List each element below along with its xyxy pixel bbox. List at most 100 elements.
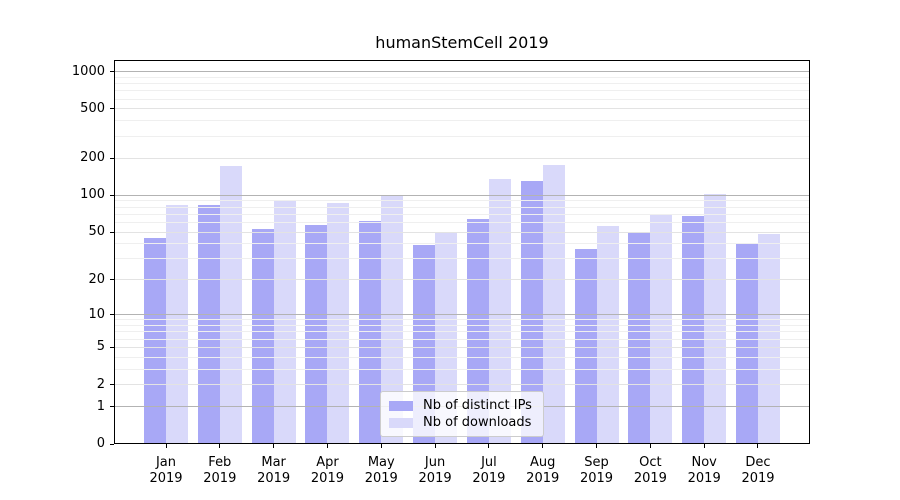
gridline-y-90 — [114, 200, 810, 202]
gridline-y-300 — [114, 135, 810, 137]
x-tick-label-jan: Jan 2019 — [149, 455, 183, 486]
gridline-y-30 — [114, 258, 810, 260]
x-tick-mark-sep — [596, 444, 598, 448]
x-tick-label-may: May 2019 — [364, 455, 398, 486]
bar-downloads-jul — [488, 178, 511, 444]
legend: Nb of distinct IPs Nb of downloads — [380, 391, 544, 437]
y-tick-label-200: 200 — [80, 150, 105, 166]
x-tick-label-aug: Aug 2019 — [526, 455, 560, 486]
gridline-y-40 — [114, 243, 810, 245]
bar-distinct-ips-jan — [144, 237, 166, 444]
x-tick-label-oct: Oct 2019 — [633, 455, 667, 486]
gridline-y-500 — [114, 108, 810, 110]
gridline-y-200 — [114, 157, 810, 159]
gridline-y-3 — [114, 368, 810, 370]
gridline-y-700 — [114, 90, 810, 92]
y-tick-label-50: 50 — [88, 224, 105, 240]
y-tick-mark-20 — [110, 279, 114, 281]
y-tick-label-1: 1 — [96, 398, 105, 414]
gridline-y-2 — [114, 384, 810, 386]
bar-downloads-oct — [650, 214, 673, 444]
x-tick-mark-jul — [488, 444, 490, 448]
x-tick-label-dec: Dec 2019 — [741, 455, 775, 486]
x-tick-label-feb: Feb 2019 — [203, 455, 237, 486]
bar-downloads-nov — [704, 193, 727, 444]
legend-label-distinct-ips: Nb of distinct IPs — [423, 398, 532, 413]
gridline-y-600 — [114, 98, 810, 100]
gridline-y-7 — [114, 331, 810, 333]
y-tick-mark-10 — [110, 314, 114, 316]
gridline-y-9 — [114, 319, 810, 321]
x-tick-mark-nov — [703, 444, 705, 448]
bar-distinct-ips-mar — [251, 228, 274, 444]
x-tick-label-jun: Jun 2019 — [418, 455, 452, 486]
gridline-y-70 — [114, 213, 810, 215]
x-tick-mark-feb — [219, 444, 221, 448]
x-tick-mark-aug — [542, 444, 544, 448]
x-tick-label-mar: Mar 2019 — [257, 455, 291, 486]
bar-distinct-ips-nov — [682, 215, 705, 444]
x-tick-mark-jan — [165, 444, 167, 448]
x-tick-mark-jun — [434, 444, 436, 448]
bar-downloads-apr — [327, 203, 350, 444]
gridline-y-80 — [114, 206, 810, 208]
y-tick-mark-5 — [110, 346, 114, 348]
y-tick-label-500: 500 — [80, 100, 105, 116]
bar-distinct-ips-dec — [735, 243, 758, 444]
x-tick-mark-oct — [649, 444, 651, 448]
x-tick-mark-apr — [326, 444, 328, 448]
gridline-y-4 — [114, 356, 810, 358]
y-tick-mark-500 — [110, 108, 114, 110]
legend-row-distinct-ips: Nb of distinct IPs — [389, 397, 532, 414]
y-tick-label-5: 5 — [96, 339, 105, 355]
gridline-y-800 — [114, 83, 810, 85]
y-tick-mark-200 — [110, 157, 114, 159]
y-tick-mark-1000 — [110, 71, 114, 73]
bar-distinct-ips-oct — [628, 232, 651, 444]
legend-swatch-downloads — [389, 417, 413, 428]
gridline-y-100 — [114, 194, 810, 196]
gridline-y-6 — [114, 338, 810, 340]
bar-distinct-ips-sep — [574, 249, 597, 444]
x-tick-label-jul: Jul 2019 — [472, 455, 506, 486]
legend-row-downloads: Nb of downloads — [389, 414, 532, 431]
y-tick-mark-2 — [110, 384, 114, 386]
gridline-y-900 — [114, 76, 810, 78]
y-tick-mark-100 — [110, 194, 114, 196]
y-tick-label-100: 100 — [80, 187, 105, 203]
gridline-y-1000 — [114, 71, 810, 73]
plot-area: 1000 500 200 100 50 20 10 5 2 1 0 Jan 2019 Feb 2019 Ma… — [72, 60, 810, 486]
gridline-y-60 — [114, 221, 810, 223]
y-tick-label-1000: 1000 — [71, 63, 105, 79]
bar-downloads-aug — [542, 164, 565, 444]
y-tick-mark-50 — [110, 231, 114, 233]
x-tick-label-nov: Nov 2019 — [687, 455, 721, 486]
gridline-y-400 — [114, 120, 810, 122]
legend-swatch-distinct-ips — [389, 400, 413, 411]
y-tick-mark-0 — [110, 443, 114, 445]
bar-downloads-feb — [219, 166, 242, 444]
bar-downloads-sep — [596, 226, 619, 444]
chart-title: humanStemCell 2019 — [375, 33, 549, 52]
gridline-y-50 — [114, 231, 810, 233]
y-tick-label-0: 0 — [96, 436, 105, 451]
y-tick-label-10: 10 — [88, 306, 105, 322]
bar-distinct-ips-feb — [197, 204, 220, 444]
gridline-y-20 — [114, 279, 810, 281]
gridline-y-10 — [114, 314, 810, 316]
bar-distinct-ips-aug — [520, 180, 543, 444]
y-tick-mark-1 — [110, 406, 114, 408]
x-tick-label-apr: Apr 2019 — [310, 455, 344, 486]
y-tick-label-20: 20 — [88, 271, 105, 287]
y-tick-label-2: 2 — [96, 376, 105, 392]
x-tick-label-sep: Sep 2019 — [579, 455, 614, 486]
gridline-y-8 — [114, 325, 810, 327]
gridline-y-5 — [114, 346, 810, 348]
x-tick-mark-mar — [273, 444, 275, 448]
x-tick-mark-may — [380, 444, 382, 448]
x-tick-mark-dec — [757, 444, 759, 448]
bar-downloads-mar — [273, 200, 296, 444]
bar-downloads-jan — [166, 204, 188, 444]
legend-label-downloads: Nb of downloads — [423, 415, 532, 430]
